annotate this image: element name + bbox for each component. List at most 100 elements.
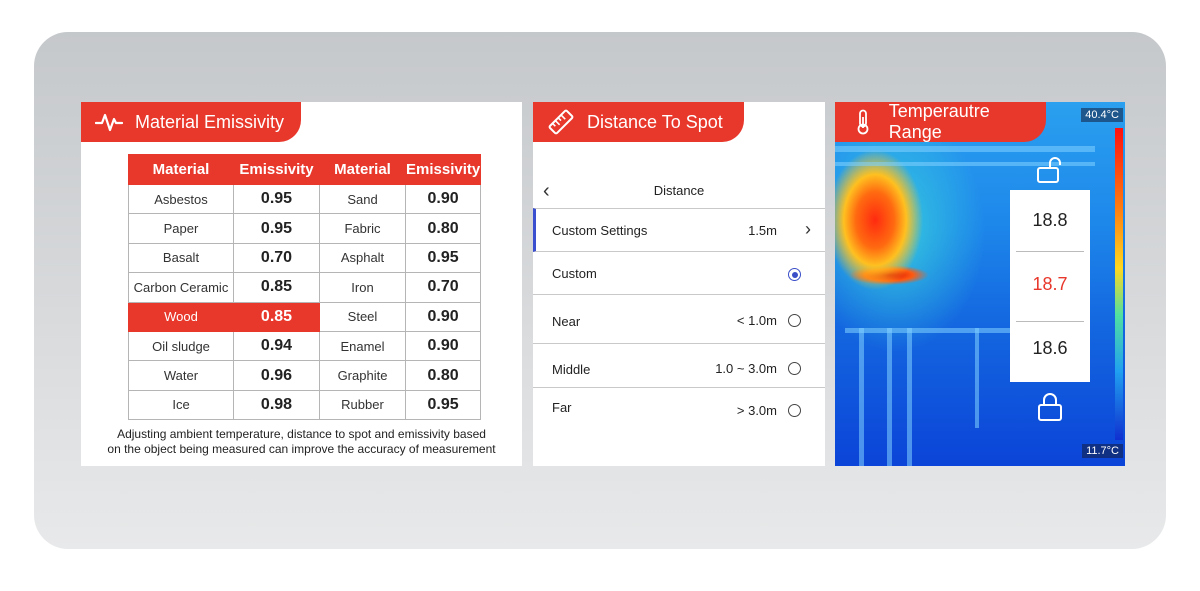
emissivity-cell: 0.70 — [404, 272, 482, 303]
emissivity-panel: Material Emissivity Material Emissivity … — [81, 102, 522, 466]
distance-tab: Distance To Spot — [533, 102, 744, 142]
header-material-1: Material — [128, 154, 234, 185]
max-temperature-label: 40.4°C — [1081, 108, 1123, 122]
distance-title: Distance To Spot — [587, 111, 723, 132]
material-cell: Graphite — [319, 360, 406, 391]
custom-settings-label: Custom Settings — [552, 223, 648, 238]
material-cell: Enamel — [319, 330, 406, 362]
unlock-icon[interactable] — [1035, 156, 1063, 189]
header-emissivity-1: Emissivity — [233, 154, 320, 185]
picker-value[interactable]: 18.8 — [1032, 210, 1068, 230]
emissivity-cell: 0.95 — [233, 213, 320, 244]
table-row: Asbestos 0.95 Sand 0.90 — [128, 183, 482, 215]
emissivity-cell: 0.94 — [233, 330, 320, 362]
table-row: Paper 0.95 Fabric 0.80 — [128, 213, 482, 244]
emissivity-cell: 0.90 — [404, 301, 482, 332]
table-row-highlighted: Wood 0.85 Steel 0.90 — [128, 301, 482, 332]
temperature-title: Temperautre Range — [888, 102, 990, 142]
table-row: Basalt 0.70 Asphalt 0.95 — [128, 242, 482, 274]
distance-panel: Distance To Spot ‹ Distance Custom Setti… — [533, 102, 825, 466]
note-line-1: Adjusting ambient temperature, distance … — [117, 427, 486, 441]
emissivity-cell: 0.95 — [404, 242, 482, 274]
table-row: Oil sludge 0.94 Enamel 0.90 — [128, 330, 482, 362]
material-cell: Asbestos — [128, 183, 234, 215]
option-middle[interactable]: Middle 1.0 ~ 3.0m — [533, 344, 825, 388]
emissivity-cell: 0.70 — [233, 242, 320, 274]
option-label: Custom — [552, 266, 597, 281]
picker-divider — [1016, 321, 1084, 322]
emissivity-cell: 0.90 — [404, 330, 482, 362]
color-scale-bar — [1115, 128, 1123, 440]
thermal-pipe — [835, 162, 1095, 166]
emissivity-cell: 0.95 — [404, 389, 482, 421]
emissivity-cell: 0.96 — [233, 360, 320, 391]
option-value: 1.0 ~ 3.0m — [715, 361, 777, 376]
option-label: Near — [552, 314, 581, 329]
material-cell: Fabric — [319, 213, 406, 244]
radio-unselected[interactable] — [788, 314, 801, 327]
option-value: > 3.0m — [736, 403, 777, 418]
distance-screen-title: Distance — [653, 183, 705, 198]
material-cell: Water — [128, 360, 234, 391]
header-emissivity-2: Emissivity — [404, 154, 482, 185]
emissivity-note: Adjusting ambient temperature, distance … — [91, 427, 512, 457]
custom-settings-row[interactable]: Custom Settings 1.5m › — [533, 208, 825, 252]
table-row: Carbon Ceramic 0.85 Iron 0.70 — [128, 272, 482, 303]
temperature-panel: Temperautre Range 40.4°C 11.7°C 18.8 18.… — [835, 102, 1125, 466]
emissivity-table: Material Emissivity Material Emissivity … — [128, 154, 482, 421]
temperature-tab: Temperautre Range — [835, 102, 1046, 142]
thermal-pipe — [887, 328, 892, 466]
distance-screen-header: ‹ Distance — [533, 178, 825, 204]
temperature-picker[interactable]: 18.8 18.7 18.6 — [1010, 190, 1090, 382]
emissivity-cell: 0.85 — [233, 301, 320, 332]
material-cell: Steel — [319, 301, 406, 332]
material-cell: Iron — [319, 272, 406, 303]
material-cell: Rubber — [319, 389, 406, 421]
picker-value[interactable]: 18.6 — [1032, 338, 1068, 358]
emissivity-cell: 0.95 — [233, 183, 320, 215]
table-header-row: Material Emissivity Material Emissivity — [128, 154, 482, 185]
ruler-icon — [547, 108, 575, 136]
material-cell: Sand — [319, 183, 406, 215]
thermometer-icon — [849, 108, 877, 136]
emissivity-cell: 0.80 — [404, 360, 482, 391]
pulse-icon — [95, 108, 123, 136]
thermal-pipe — [845, 328, 1085, 333]
material-cell: Wood — [128, 301, 234, 332]
option-value: < 1.0m — [736, 313, 777, 328]
note-line-2: on the object being measured can improve… — [107, 442, 496, 456]
material-cell: Asphalt — [319, 242, 406, 274]
emissivity-title: Material Emissivity — [135, 111, 285, 132]
back-chevron-icon[interactable]: ‹ — [543, 180, 550, 202]
option-label: Far — [552, 400, 572, 415]
emissivity-cell: 0.98 — [233, 389, 320, 421]
custom-settings-value: 1.5m — [748, 223, 777, 238]
picker-divider — [1016, 251, 1084, 252]
thermal-pipe — [859, 328, 864, 466]
material-cell: Basalt — [128, 242, 234, 274]
material-cell: Oil sludge — [128, 330, 234, 362]
lock-icon[interactable] — [1036, 392, 1064, 427]
option-far[interactable]: Far > 3.0m — [533, 388, 825, 432]
material-cell: Paper — [128, 213, 234, 244]
emissivity-cell: 0.80 — [404, 213, 482, 244]
option-near[interactable]: Near < 1.0m — [533, 295, 825, 344]
emissivity-cell: 0.90 — [404, 183, 482, 215]
option-label: Middle — [552, 362, 591, 377]
emissivity-tab: Material Emissivity — [81, 102, 301, 142]
picker-value-selected[interactable]: 18.7 — [1032, 274, 1068, 294]
table-row: Ice 0.98 Rubber 0.95 — [128, 389, 482, 421]
thermal-pipe — [975, 328, 979, 428]
radio-selected[interactable] — [788, 268, 801, 281]
radio-unselected[interactable] — [788, 404, 801, 417]
material-cell: Ice — [128, 389, 234, 421]
chevron-right-icon: › — [805, 219, 811, 239]
radio-unselected[interactable] — [788, 362, 801, 375]
min-temperature-label: 11.7°C — [1082, 444, 1123, 458]
thermal-pipe — [907, 328, 912, 466]
header-material-2: Material — [319, 154, 406, 185]
thermal-pipe — [835, 146, 1095, 152]
table-row: Water 0.96 Graphite 0.80 — [128, 360, 482, 391]
option-custom[interactable]: Custom — [533, 252, 825, 295]
emissivity-cell: 0.85 — [233, 272, 320, 303]
